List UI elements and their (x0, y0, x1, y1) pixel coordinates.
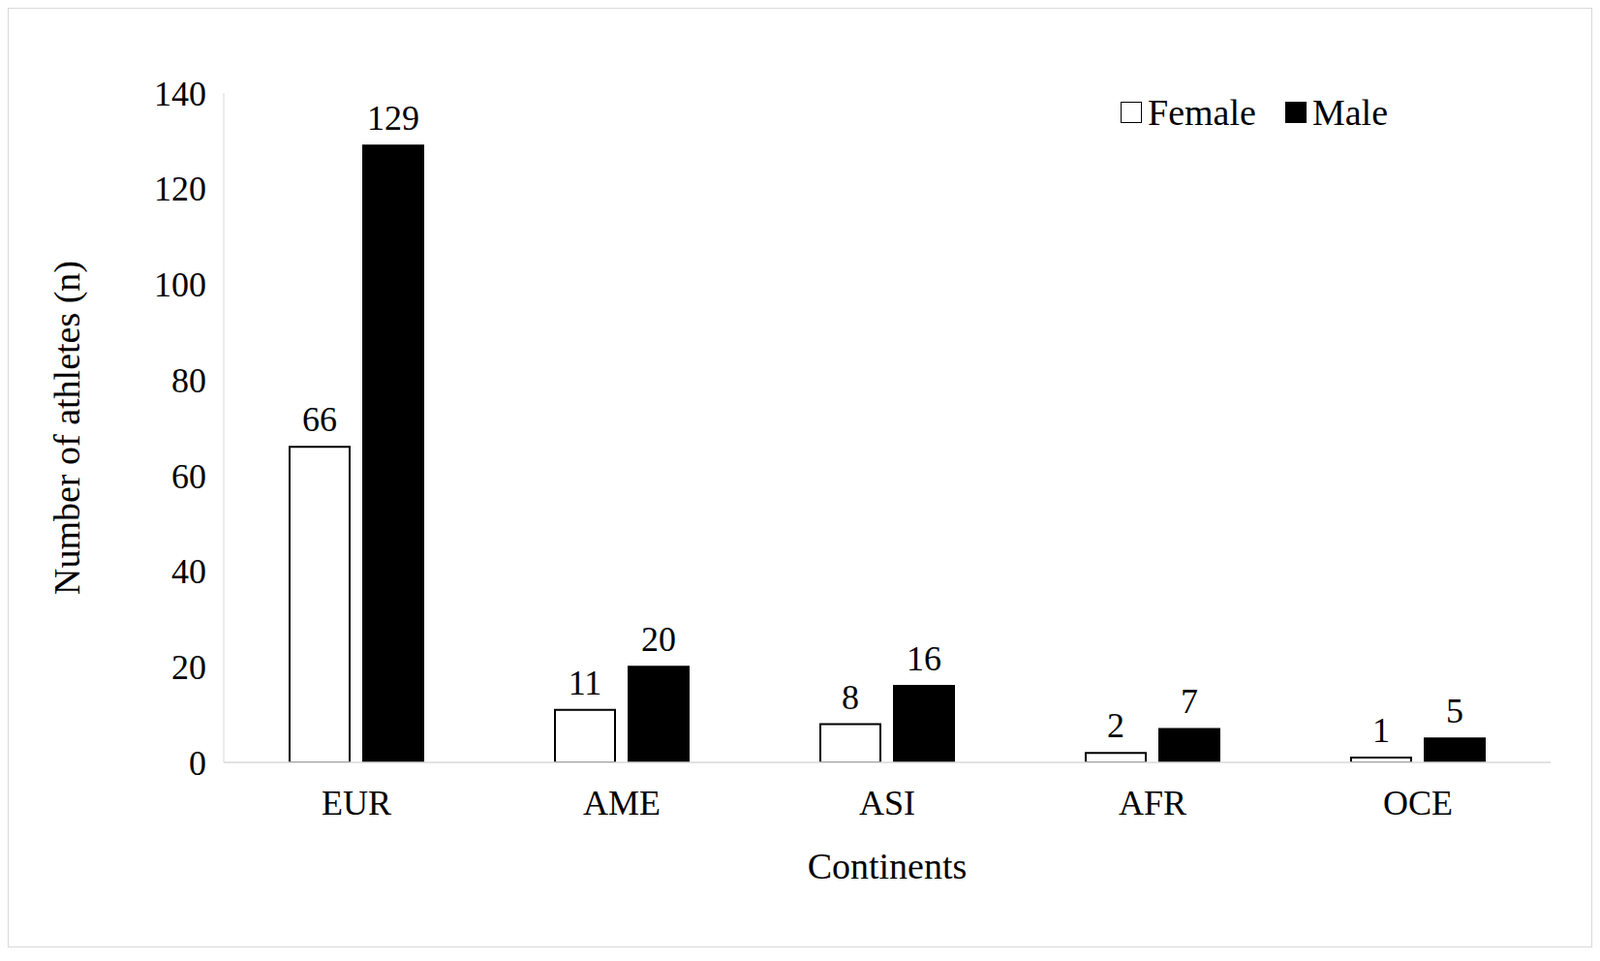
svg-text:129: 129 (367, 98, 420, 138)
svg-text:Continents: Continents (807, 845, 968, 887)
svg-text:8: 8 (841, 677, 860, 717)
svg-text:11: 11 (568, 663, 603, 703)
svg-text:40: 40 (171, 552, 207, 591)
svg-text:1: 1 (1372, 710, 1390, 750)
svg-text:AFR: AFR (1118, 783, 1187, 823)
svg-text:7: 7 (1180, 681, 1199, 721)
svg-text:0: 0 (188, 743, 207, 783)
svg-text:140: 140 (153, 74, 207, 114)
svg-text:66: 66 (302, 400, 338, 439)
svg-text:16: 16 (906, 639, 942, 678)
html-text:Male: Male (1312, 92, 1388, 133)
svg-text:80: 80 (171, 361, 207, 400)
svg-text:120: 120 (153, 169, 207, 209)
svg-text:2: 2 (1107, 706, 1125, 745)
svg-text:100: 100 (153, 265, 207, 305)
svg-text:OCE: OCE (1383, 783, 1453, 823)
svg-text:EUR: EUR (321, 783, 392, 823)
svg-text:AME: AME (583, 783, 661, 823)
svg-text:Number of athletes (n): Number of athletes (n) (46, 260, 89, 595)
svg-text:60: 60 (171, 457, 207, 496)
svg-text:20: 20 (641, 619, 677, 659)
svg-text:20: 20 (171, 647, 207, 687)
svg-text:5: 5 (1446, 691, 1464, 731)
svg-text:ASI: ASI (859, 783, 916, 823)
html-text:Female: Female (1147, 92, 1257, 133)
